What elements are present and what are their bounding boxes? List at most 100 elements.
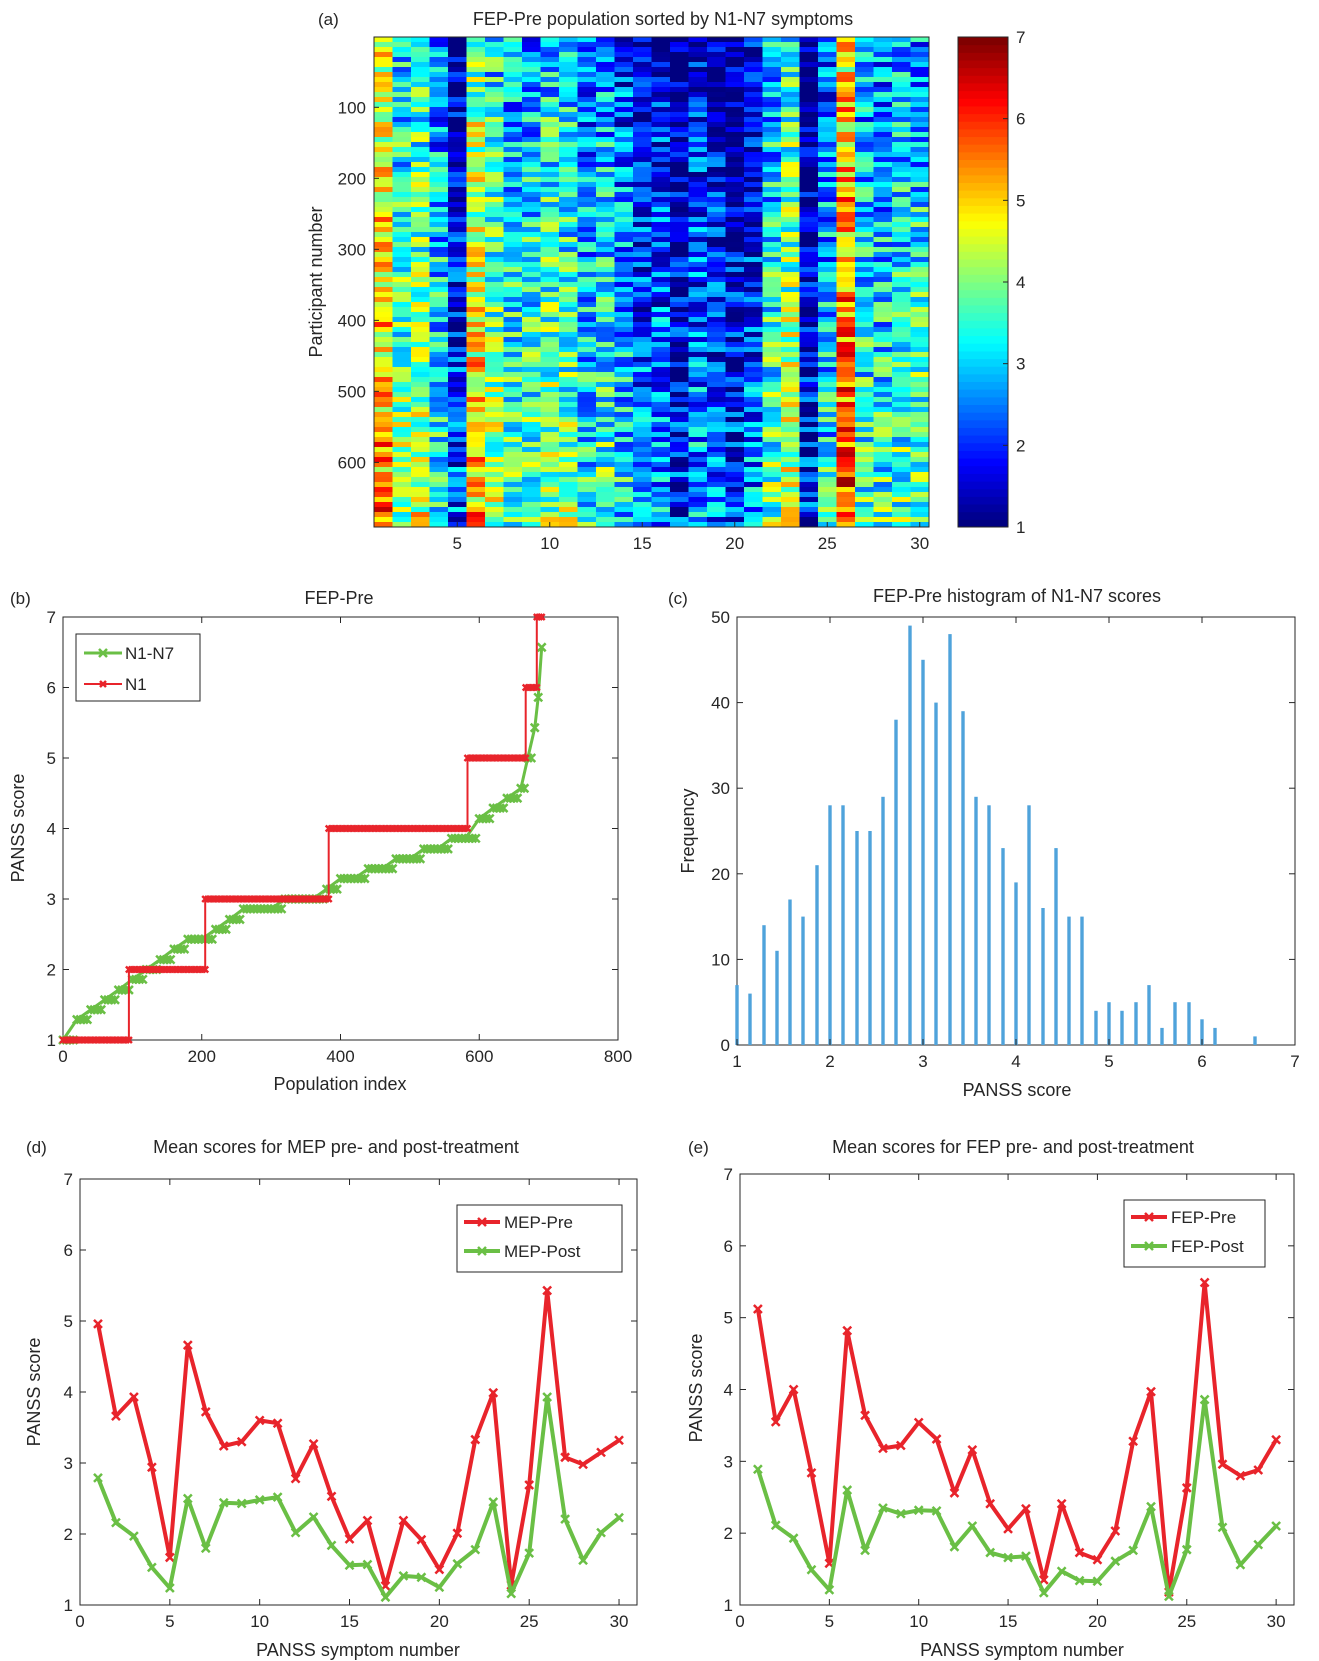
heatmap-cell — [374, 377, 393, 383]
legend-marker-n1-n7 — [98, 648, 108, 658]
heatmap-cell — [762, 227, 782, 233]
heatmap-cell — [873, 327, 893, 333]
heatmap-cell — [910, 162, 930, 168]
heatmap-cell — [522, 287, 541, 293]
histogram-bars — [735, 625, 1257, 1045]
heatmap-cell — [448, 332, 467, 338]
heatmap-cell — [855, 82, 874, 88]
heatmap-cell — [540, 247, 560, 253]
heatmap-cell — [485, 172, 504, 178]
heatmap-cell — [836, 327, 856, 333]
heatmap-cell — [688, 267, 708, 273]
heatmap-cell — [614, 452, 634, 458]
heatmap-cell — [392, 132, 412, 138]
heatmap-cell — [651, 412, 671, 418]
heatmap-cell — [688, 177, 708, 183]
heatmap-cell — [411, 357, 430, 363]
colorbar-segment — [958, 320, 1008, 329]
heatmap-cell — [873, 172, 893, 178]
heatmap-cell — [892, 227, 911, 233]
heatmap-cell — [836, 197, 856, 203]
heatmap-cell — [411, 192, 430, 198]
heatmap-cell — [892, 147, 911, 153]
heatmap-cell — [485, 342, 504, 348]
heatmap-cell — [762, 112, 782, 118]
heatmap-cell — [892, 402, 911, 408]
heatmap-cell — [633, 292, 652, 298]
heatmap-cell — [781, 92, 800, 98]
histogram-bar — [1173, 1002, 1177, 1045]
heatmap-cell — [448, 107, 467, 113]
heatmap-cell — [707, 272, 726, 278]
heatmap-cell — [836, 467, 856, 473]
histogram-bar — [1041, 908, 1045, 1045]
heatmap-cell — [707, 342, 726, 348]
heatmap-cell — [762, 507, 782, 513]
heatmap-cell — [892, 157, 911, 163]
heatmap-cell — [836, 177, 856, 183]
data-point — [134, 974, 145, 985]
heatmap-cell — [374, 462, 393, 468]
heatmap-cell — [873, 402, 893, 408]
heatmap-cell — [892, 297, 911, 303]
heatmap-cell — [559, 337, 578, 343]
colorbar-segment — [958, 75, 1008, 84]
heatmap-cell — [836, 127, 856, 133]
heatmap-cell — [540, 167, 560, 173]
heatmap-cell — [614, 117, 634, 123]
heatmap-cell — [577, 177, 597, 183]
heatmap-cell — [485, 387, 504, 393]
heatmap-cell — [688, 277, 708, 283]
heatmap-cell — [762, 407, 782, 413]
heatmap-cell — [633, 127, 652, 133]
heatmap-cell — [429, 72, 449, 78]
heatmap-cell — [596, 392, 615, 398]
heatmap-cell — [836, 422, 856, 428]
heatmap-cell — [651, 497, 671, 503]
heatmap-cell — [466, 257, 486, 263]
heatmap-cell — [596, 207, 615, 213]
heatmap-cell — [818, 252, 837, 258]
heatmap-cell — [485, 412, 504, 418]
heatmap-cell — [633, 207, 652, 213]
heatmap-cell — [374, 342, 393, 348]
heatmap-cell — [651, 367, 671, 373]
heatmap-cell — [725, 302, 745, 308]
heatmap-cell — [614, 252, 634, 258]
heatmap-cell — [559, 172, 578, 178]
heatmap-cell — [836, 202, 856, 208]
heatmap-cell — [374, 287, 393, 293]
heatmap-cell — [577, 272, 597, 278]
heatmap-cell — [577, 167, 597, 173]
heatmap-cell — [540, 202, 560, 208]
heatmap-cell — [781, 222, 800, 228]
heatmap-cell — [873, 117, 893, 123]
heatmap-cell — [429, 157, 449, 163]
heatmap-cell — [448, 67, 467, 73]
heatmap-cell — [818, 147, 837, 153]
y-tick-label: 6 — [724, 1237, 733, 1256]
data-point — [359, 873, 370, 884]
heatmap-cell — [781, 387, 800, 393]
colorbar-segment — [958, 312, 1008, 321]
heatmap-cell — [614, 267, 634, 273]
heatmap-cell — [651, 312, 671, 318]
heatmap-cell — [836, 252, 856, 258]
heatmap-cell — [892, 62, 911, 68]
histogram-bar — [815, 865, 819, 1045]
chart-a: FEP-Pre population sorted by N1-N7 sympt… — [306, 9, 1025, 553]
heatmap-cell — [559, 352, 578, 358]
heatmap-cell — [596, 397, 615, 403]
heatmap-cell — [503, 367, 523, 373]
heatmap-cell — [392, 182, 412, 188]
heatmap-cell — [818, 417, 837, 423]
heatmap-cell — [799, 37, 819, 43]
heatmap-cell — [540, 337, 560, 343]
heatmap-cell — [744, 102, 763, 108]
heatmap-cell — [596, 122, 615, 128]
heatmap-cell — [781, 492, 800, 498]
heatmap-cell — [522, 392, 541, 398]
heatmap-cell — [466, 167, 486, 173]
heatmap-cell — [448, 237, 467, 243]
heatmap-cell — [688, 232, 708, 238]
